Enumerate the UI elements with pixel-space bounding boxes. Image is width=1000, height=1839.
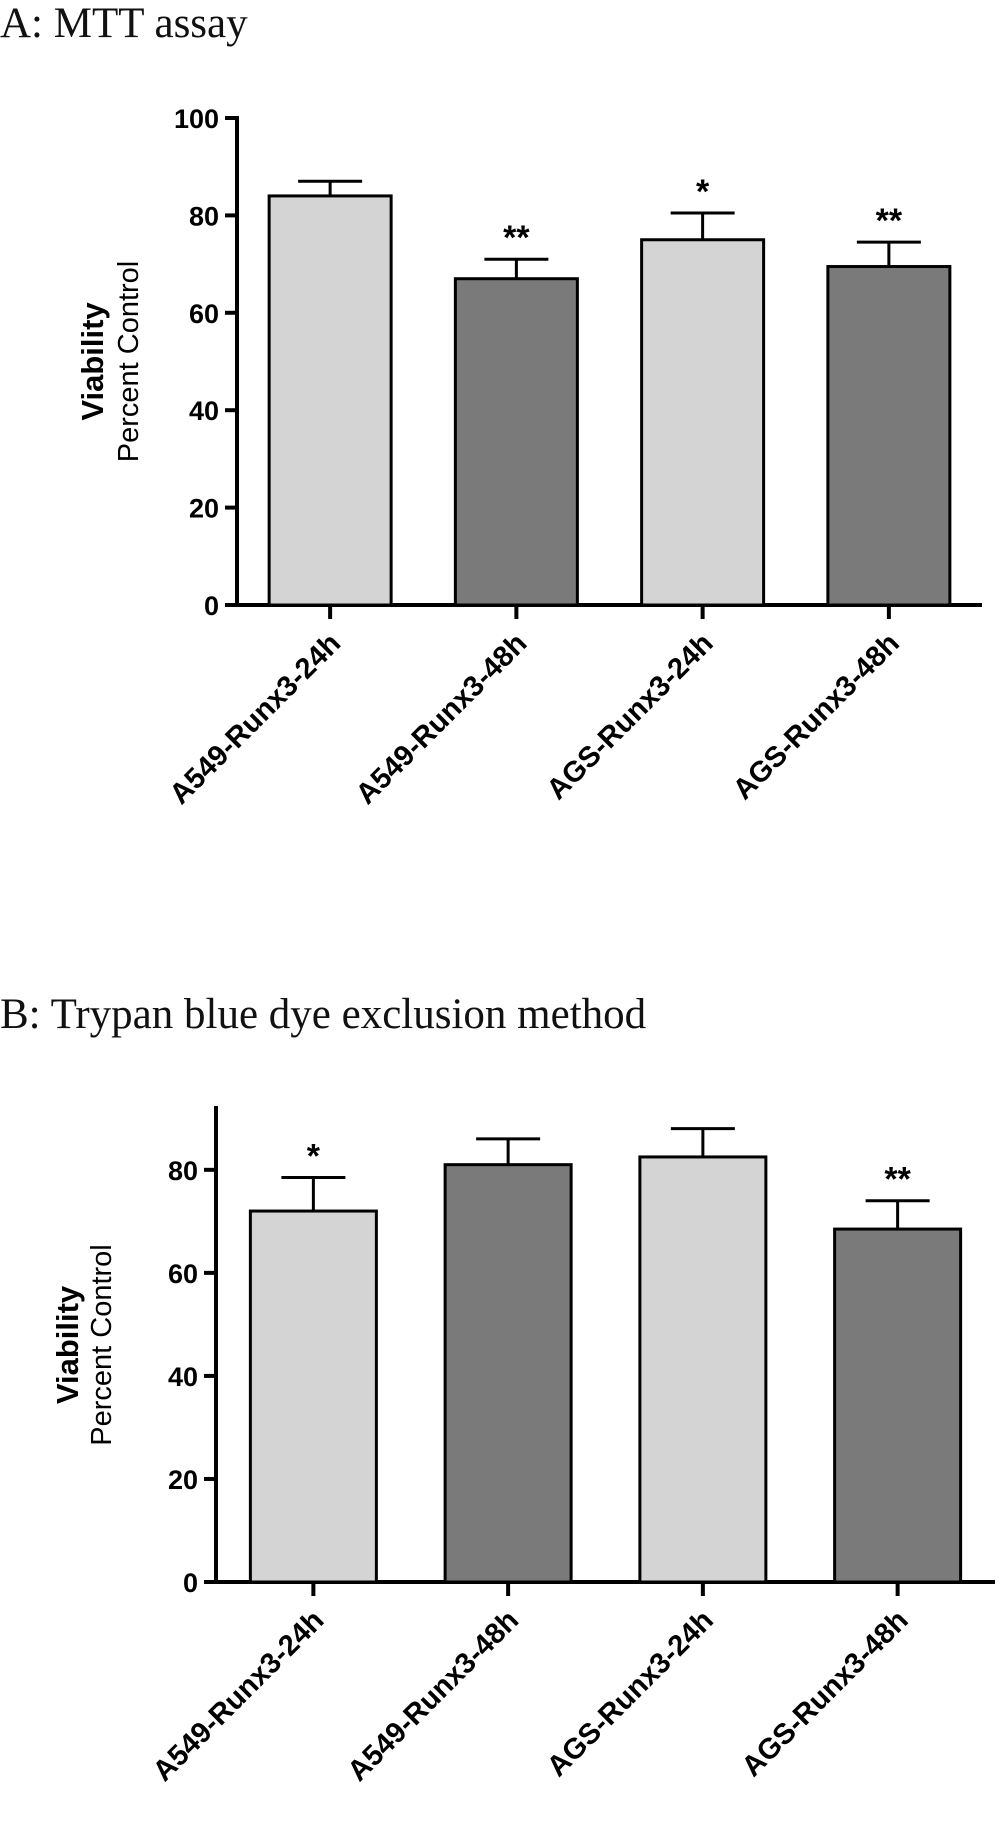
chart-b-y-tick-label: 60 — [168, 1259, 198, 1289]
chart-a-y-tick-label: 0 — [204, 591, 219, 621]
chart-b-bar-2 — [443, 1163, 573, 1584]
chart-a-bar-2 — [453, 277, 579, 607]
chart-a-y-tick-label: 100 — [174, 104, 219, 134]
chart-b-y-tick-label: 80 — [168, 1156, 198, 1186]
chart-b-bar-1 — [248, 1209, 378, 1584]
chart-b-y-axis-label: Viability — [50, 1285, 85, 1404]
chart-a-bar-3 — [640, 238, 766, 607]
chart-a-y-tick-label: 40 — [189, 396, 219, 426]
chart-a-significance-3: * — [696, 173, 710, 211]
chart-b-category-label-4: AGS-Runx3-48h — [736, 1604, 915, 1783]
chart-a-title: A: MTT assay — [0, 0, 248, 47]
chart-b-bar-3 — [638, 1155, 768, 1584]
chart-b-significance-1: * — [307, 1138, 321, 1176]
chart-b-y-axis-sublabel: Percent Control — [86, 1244, 118, 1446]
chart-a-y-tick-label: 80 — [189, 201, 219, 231]
chart-b-significance-4: ** — [884, 1161, 911, 1199]
chart-b-y-tick-label: 0 — [183, 1568, 198, 1598]
chart-a-significance-2: ** — [503, 219, 530, 257]
chart-a-bar-4 — [826, 265, 952, 607]
chart-b-category-label-1: A549-Runx3-24h — [147, 1604, 330, 1787]
chart-b-title: B: Trypan blue dye exclusion method — [0, 991, 647, 1038]
chart-a-y-tick-label: 20 — [189, 494, 219, 524]
chart-b-category-label-2: A549-Runx3-48h — [342, 1604, 525, 1787]
chart-b-y-tick-label: 20 — [168, 1465, 198, 1495]
chart-b-category-label-3: AGS-Runx3-24h — [541, 1604, 720, 1783]
chart-a-significance-4: ** — [876, 202, 903, 240]
chart-b-bar-4 — [833, 1227, 963, 1584]
chart-b-y-tick-label: 40 — [168, 1362, 198, 1392]
chart-a-y-axis-sublabel: Percent Control — [113, 261, 145, 463]
chart-a-y-tick-label: 60 — [189, 299, 219, 329]
chart-a-y-axis-label: Viability — [75, 302, 110, 421]
